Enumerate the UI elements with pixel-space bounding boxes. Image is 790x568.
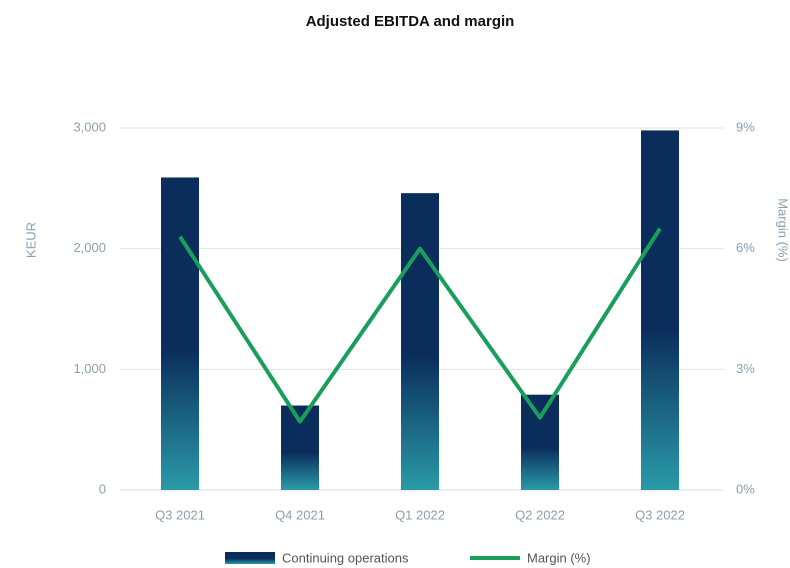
x-tick-label: Q3 2021: [155, 507, 205, 522]
bar: [401, 193, 439, 490]
bar: [641, 130, 679, 490]
legend-swatch: [225, 552, 275, 564]
bar: [161, 177, 199, 490]
x-tick-label: Q4 2021: [275, 507, 325, 522]
legend-label: Continuing operations: [282, 550, 409, 565]
chart-title: Adjusted EBITDA and margin: [306, 13, 515, 30]
y-tick-label: 1,000: [73, 361, 106, 376]
y2-tick-label: 9%: [736, 119, 755, 134]
y-tick-label: 3,000: [73, 119, 106, 134]
x-tick-label: Q3 2022: [635, 507, 685, 522]
y2-tick-label: 6%: [736, 240, 755, 255]
y2-tick-label: 0%: [736, 481, 755, 496]
legend-label: Margin (%): [527, 550, 591, 565]
y-tick-label: 0: [99, 481, 106, 496]
x-tick-label: Q1 2022: [395, 507, 445, 522]
y-tick-label: 2,000: [73, 240, 106, 255]
y2-tick-label: 3%: [736, 361, 755, 376]
line: [178, 227, 662, 424]
y2-axis-label: Margin (%): [776, 198, 790, 262]
x-tick-label: Q2 2022: [515, 507, 565, 522]
y-axis-label: KEUR: [23, 222, 38, 258]
bar: [521, 394, 559, 490]
